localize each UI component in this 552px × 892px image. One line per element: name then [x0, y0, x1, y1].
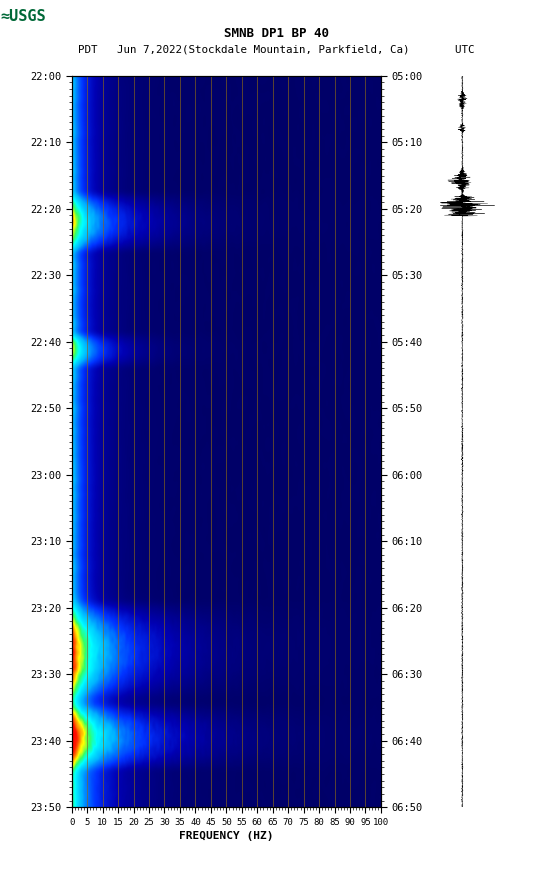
X-axis label: FREQUENCY (HZ): FREQUENCY (HZ) [179, 830, 274, 841]
Text: SMNB DP1 BP 40: SMNB DP1 BP 40 [224, 27, 328, 40]
Text: PDT   Jun 7,2022(Stockdale Mountain, Parkfield, Ca)       UTC: PDT Jun 7,2022(Stockdale Mountain, Parkf… [78, 45, 474, 54]
Text: ≈USGS: ≈USGS [0, 9, 46, 24]
